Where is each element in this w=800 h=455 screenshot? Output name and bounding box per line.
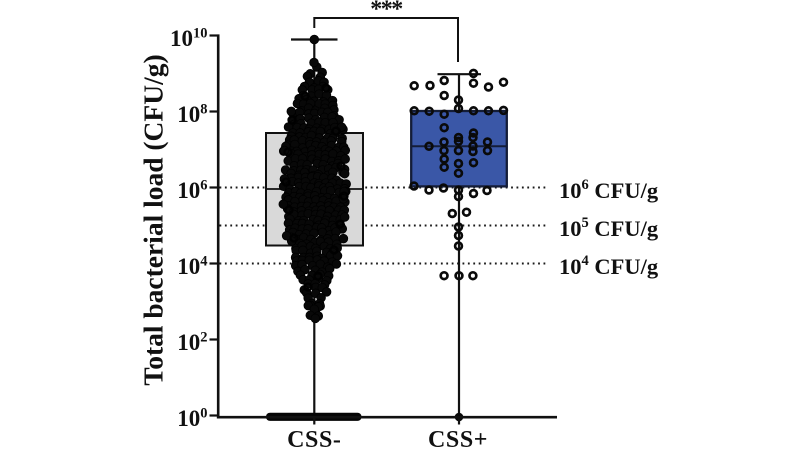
svg-text:***: *** [370,0,402,23]
svg-text:CSS-: CSS- [287,427,341,450]
svg-text:Total bacterial load (CFU/g): Total bacterial load (CFU/g) [138,54,169,385]
svg-text:106 CFU/g: 106 CFU/g [559,177,659,203]
svg-text:104 CFU/g: 104 CFU/g [559,253,659,279]
svg-text:CSS+: CSS+ [428,427,488,450]
svg-text:105 CFU/g: 105 CFU/g [559,215,659,241]
